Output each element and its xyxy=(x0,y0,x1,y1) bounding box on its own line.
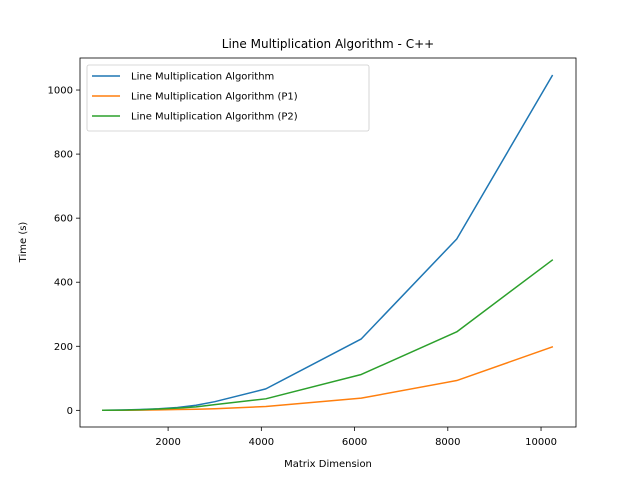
x-tick-label: 8000 xyxy=(435,437,460,448)
series-line-3 xyxy=(102,259,554,412)
x-tick-label: 6000 xyxy=(342,437,367,448)
y-tick-label: 400 xyxy=(54,278,73,289)
y-tick-label: 0 xyxy=(67,406,73,417)
x-axis-label: Matrix Dimension xyxy=(284,459,372,470)
y-tick-label: 800 xyxy=(54,150,73,161)
y-tick-label: 200 xyxy=(54,342,73,353)
plot-frame xyxy=(79,57,577,428)
legend-item: Line Multiplication Algorithm xyxy=(92,72,274,83)
y-tick-label: 600 xyxy=(54,214,73,225)
legend-label: Line Multiplication Algorithm (P1) xyxy=(131,92,298,103)
legend-label: Line Multiplication Algorithm xyxy=(131,72,274,83)
chart-title: Line Multiplication Algorithm - C++ xyxy=(222,37,434,51)
x-axis: 2000 4000 6000 8000 10000 xyxy=(155,427,557,448)
x-tick-label: 2000 xyxy=(155,437,180,448)
y-tick-label: 1000 xyxy=(48,86,73,97)
x-tick-label: 10000 xyxy=(525,437,557,448)
legend: Line Multiplication Algorithm Line Multip… xyxy=(86,64,370,132)
legend-item: Line Multiplication Algorithm (P1) xyxy=(92,92,298,103)
legend-box xyxy=(86,64,370,132)
legend-label: Line Multiplication Algorithm (P2) xyxy=(131,112,298,123)
x-tick-label: 4000 xyxy=(249,437,274,448)
series-layer xyxy=(102,74,554,412)
y-axis-label: Time (s) xyxy=(18,222,29,264)
y-axis: 0 200 400 600 800 1000 xyxy=(48,86,80,417)
legend-item: Line Multiplication Algorithm (P2) xyxy=(92,112,298,123)
